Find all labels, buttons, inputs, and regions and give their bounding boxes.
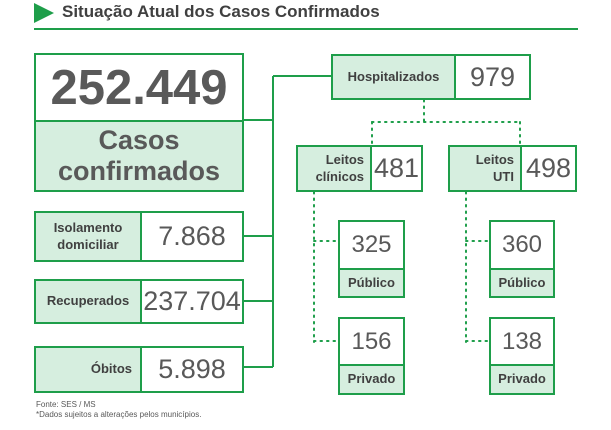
uti-privado-label: Privado: [489, 364, 555, 395]
page-title: Situação Atual dos Casos Confirmados: [62, 2, 380, 21]
clinicos-publico-value: 325: [338, 220, 405, 270]
header-arrow-icon: [34, 3, 54, 23]
uti-privado-value: 138: [489, 317, 555, 366]
clinicos-privado-value: 156: [338, 317, 405, 366]
leitos-clinicos-label-line1: Leitos: [325, 152, 364, 168]
leitos-uti-label-line2: UTI: [493, 168, 514, 184]
recuperados-value: 237.704: [140, 279, 244, 324]
total-cases-label-line2: confirmados: [57, 156, 221, 186]
leitos-uti-label-line1: Leitos: [475, 152, 514, 168]
total-cases-label-line1: Casos: [98, 124, 180, 155]
leitos-uti-label: Leitos UTI: [448, 145, 522, 192]
leitos-clinicos-label-line2: clínicos: [315, 168, 364, 184]
isolamento-value: 7.868: [140, 211, 244, 262]
hospitalizados-label: Hospitalizados: [331, 54, 456, 100]
isolamento-label-line2: domiciliar: [57, 236, 119, 252]
isolamento-label: Isolamento domiciliar: [34, 211, 142, 262]
footer-note: *Dados sujeitos a alterações pelos munic…: [36, 410, 202, 419]
clinicos-publico-label: Público: [338, 268, 405, 298]
isolamento-label-line1: Isolamento: [53, 220, 123, 236]
leitos-clinicos-value: 481: [370, 145, 423, 192]
uti-publico-value: 360: [489, 220, 555, 270]
leitos-uti-value: 498: [520, 145, 577, 192]
footer-source: Fonte: SES / MS: [36, 400, 96, 409]
uti-publico-label: Público: [489, 268, 555, 298]
header-underline: [34, 28, 578, 30]
hospitalizados-value: 979: [454, 54, 531, 100]
recuperados-label: Recuperados: [34, 279, 142, 324]
obitos-value: 5.898: [140, 346, 244, 393]
leitos-clinicos-label: Leitos clínicos: [296, 145, 372, 192]
obitos-label: Óbitos: [34, 346, 142, 393]
clinicos-privado-label: Privado: [338, 364, 405, 395]
total-cases-value: 252.449: [34, 53, 244, 122]
total-cases-label: Casos confirmados: [34, 120, 244, 192]
